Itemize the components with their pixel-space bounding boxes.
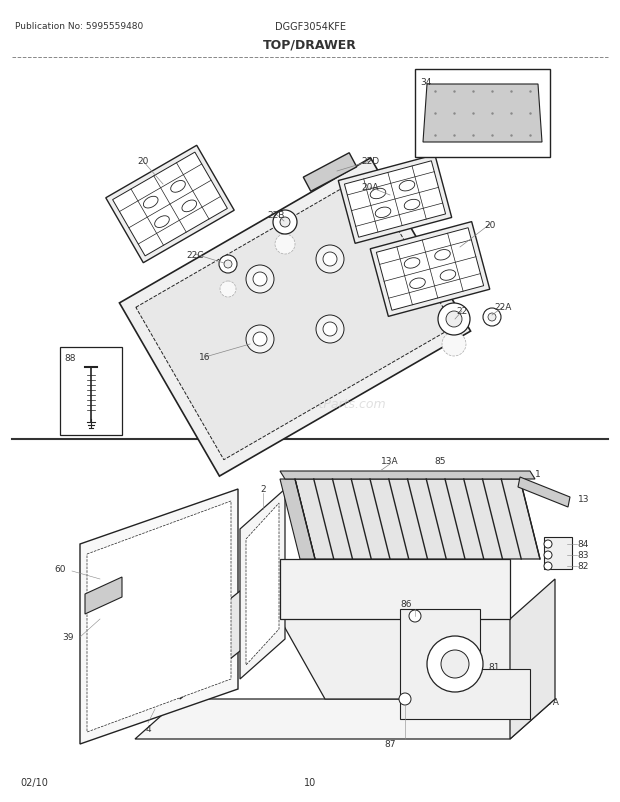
Text: 84: 84 <box>577 540 588 549</box>
Text: 20A: 20A <box>361 184 379 192</box>
Polygon shape <box>404 258 420 269</box>
Text: TOP/DRAWER: TOP/DRAWER <box>263 38 357 51</box>
Bar <box>415 70 550 158</box>
Text: 34: 34 <box>420 78 432 87</box>
Polygon shape <box>376 229 484 311</box>
Polygon shape <box>280 619 555 699</box>
Polygon shape <box>87 501 231 732</box>
Circle shape <box>399 693 411 705</box>
Text: 1: 1 <box>535 470 541 479</box>
Circle shape <box>438 304 470 335</box>
Polygon shape <box>370 189 386 200</box>
Text: 60: 60 <box>55 565 66 573</box>
Polygon shape <box>345 161 446 238</box>
Circle shape <box>273 211 297 235</box>
Polygon shape <box>400 610 530 719</box>
Polygon shape <box>143 197 158 209</box>
Circle shape <box>323 253 337 267</box>
Text: 82: 82 <box>577 561 588 571</box>
Bar <box>60 347 122 435</box>
Text: 22D: 22D <box>361 157 379 166</box>
Polygon shape <box>80 489 238 744</box>
Circle shape <box>280 217 290 228</box>
Polygon shape <box>435 250 450 261</box>
Polygon shape <box>85 577 122 614</box>
Text: 16: 16 <box>199 353 211 362</box>
Polygon shape <box>135 699 555 739</box>
Text: 20: 20 <box>484 221 495 229</box>
Text: 88: 88 <box>64 354 76 363</box>
Text: 22: 22 <box>456 307 467 316</box>
Text: 13: 13 <box>578 495 590 504</box>
Circle shape <box>442 333 466 357</box>
Polygon shape <box>155 217 169 229</box>
Text: DGGF3054KFE: DGGF3054KFE <box>275 22 345 32</box>
Circle shape <box>275 235 295 255</box>
Circle shape <box>220 282 236 298</box>
Polygon shape <box>136 175 454 460</box>
Polygon shape <box>120 159 471 476</box>
Text: 81: 81 <box>488 662 500 671</box>
Text: 86: 86 <box>401 600 412 609</box>
Circle shape <box>544 562 552 570</box>
Text: 85: 85 <box>434 457 446 466</box>
Polygon shape <box>180 559 280 699</box>
Polygon shape <box>106 146 234 263</box>
Polygon shape <box>170 181 185 193</box>
Circle shape <box>409 610 421 622</box>
Circle shape <box>219 256 237 273</box>
Text: 10: 10 <box>304 777 316 787</box>
Polygon shape <box>410 278 425 289</box>
Circle shape <box>246 326 274 354</box>
Text: 20: 20 <box>137 157 149 166</box>
Polygon shape <box>399 181 415 192</box>
Text: 2: 2 <box>260 485 266 494</box>
Polygon shape <box>544 537 572 569</box>
Circle shape <box>544 541 552 549</box>
Circle shape <box>316 316 344 343</box>
Circle shape <box>323 322 337 337</box>
Polygon shape <box>370 222 490 317</box>
Text: 83: 83 <box>577 551 588 560</box>
Polygon shape <box>246 504 279 665</box>
Text: 13A: 13A <box>381 457 399 466</box>
Circle shape <box>446 312 462 327</box>
Circle shape <box>483 309 501 326</box>
Text: Publication No: 5995559480: Publication No: 5995559480 <box>15 22 143 31</box>
Polygon shape <box>240 489 285 679</box>
Polygon shape <box>518 477 570 508</box>
Circle shape <box>253 273 267 286</box>
Polygon shape <box>182 200 197 213</box>
Circle shape <box>488 314 496 322</box>
Text: 4: 4 <box>145 724 151 734</box>
Polygon shape <box>280 472 535 480</box>
Polygon shape <box>339 156 452 244</box>
Polygon shape <box>303 153 356 192</box>
Circle shape <box>441 650 469 678</box>
Polygon shape <box>113 153 228 257</box>
Polygon shape <box>280 559 510 619</box>
Text: 22C: 22C <box>186 250 204 259</box>
Polygon shape <box>423 85 542 143</box>
Text: 22A: 22A <box>494 303 512 312</box>
Circle shape <box>544 551 552 559</box>
Text: TFGGF3056KFA: TFGGF3056KFA <box>490 697 559 706</box>
Polygon shape <box>295 480 540 559</box>
Polygon shape <box>375 208 391 218</box>
Circle shape <box>246 265 274 294</box>
Text: eReplacementParts.com: eReplacementParts.com <box>234 398 386 411</box>
Polygon shape <box>404 200 420 211</box>
Polygon shape <box>280 480 315 559</box>
Text: 39: 39 <box>62 633 74 642</box>
Circle shape <box>316 245 344 273</box>
Text: 02/10: 02/10 <box>20 777 48 787</box>
Circle shape <box>224 261 232 269</box>
Text: 22B: 22B <box>267 210 285 219</box>
Circle shape <box>253 333 267 346</box>
Polygon shape <box>440 270 456 281</box>
Circle shape <box>427 636 483 692</box>
Text: 87: 87 <box>384 739 396 748</box>
Polygon shape <box>510 579 555 739</box>
